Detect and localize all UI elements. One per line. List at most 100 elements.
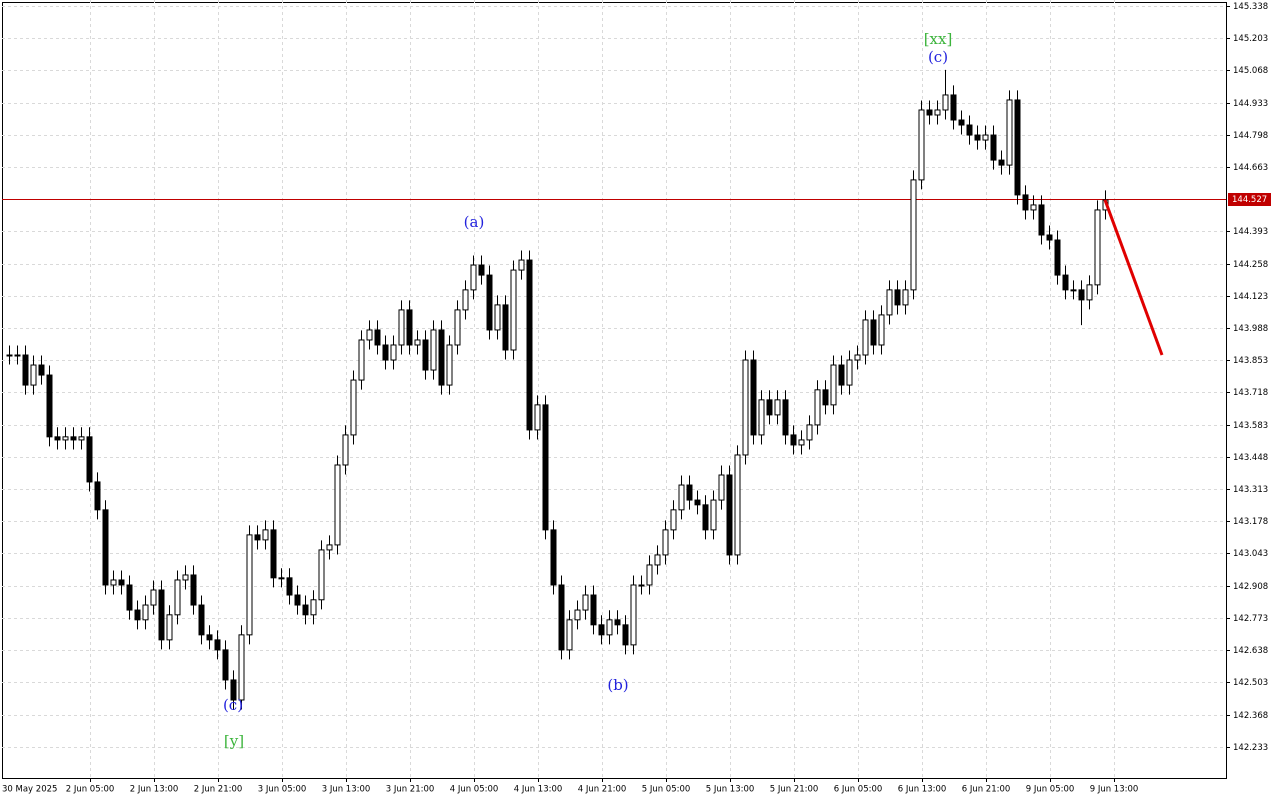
x-tick-label: 5 Jun 05:00 <box>642 785 691 795</box>
candle-body <box>774 399 781 416</box>
x-tick-label: 6 Jun 13:00 <box>898 785 947 795</box>
candle-body <box>1030 204 1037 211</box>
candle-body <box>646 564 653 586</box>
candle-body <box>862 319 869 356</box>
candle-body <box>934 109 941 116</box>
candle-body <box>238 634 245 701</box>
candle-body <box>974 134 981 141</box>
candle-body <box>502 304 509 351</box>
candle-body <box>190 574 197 606</box>
candle-body <box>174 579 181 616</box>
candle-body <box>182 574 189 581</box>
x-tick-label: 9 Jun 05:00 <box>1026 785 1075 795</box>
candle-body <box>166 614 173 641</box>
candle-body <box>158 589 165 641</box>
candle-body <box>630 584 637 646</box>
candle-body <box>566 619 573 651</box>
x-tick-label: 9 Jun 13:00 <box>1090 785 1139 795</box>
candle-body <box>1054 239 1061 276</box>
candle-body <box>294 594 301 606</box>
x-tick-label: 4 Jun 05:00 <box>450 785 499 795</box>
y-tick-label: 143.988 <box>1233 324 1268 334</box>
y-tick-label: 142.908 <box>1233 582 1268 592</box>
candle-body <box>806 424 813 441</box>
candle-body <box>198 604 205 636</box>
candle-body <box>206 634 213 641</box>
candle-body <box>446 344 453 386</box>
candle-body <box>422 339 429 371</box>
y-tick-label: 144.798 <box>1233 131 1268 141</box>
y-tick-label: 142.368 <box>1233 711 1268 721</box>
candle-body <box>494 304 501 331</box>
x-tick-label: 3 Jun 05:00 <box>258 785 307 795</box>
x-tick-label: 5 Jun 21:00 <box>770 785 819 795</box>
candle-body <box>950 94 957 121</box>
candle-body <box>558 584 565 651</box>
y-tick-label: 143.853 <box>1233 356 1268 366</box>
candle-body <box>470 264 477 291</box>
candle-body <box>310 599 317 616</box>
y-tick-label: 145.068 <box>1233 66 1268 76</box>
candle-body <box>966 124 973 136</box>
y-tick-label: 144.123 <box>1233 292 1268 302</box>
candle-body <box>830 364 837 406</box>
candle-body <box>270 529 277 579</box>
candle-body <box>462 289 469 311</box>
y-tick-label: 143.043 <box>1233 549 1268 559</box>
candle-body <box>78 436 85 441</box>
candle-body <box>430 329 437 371</box>
candle-body <box>1022 194 1029 211</box>
y-tick-label: 145.338 <box>1233 2 1268 12</box>
candle-body <box>350 379 357 436</box>
x-tick-label: 6 Jun 05:00 <box>834 785 883 795</box>
candle-body <box>142 604 149 621</box>
candle-body <box>622 624 629 646</box>
candle-body <box>926 109 933 116</box>
candle-body <box>454 309 461 346</box>
candle-body <box>902 289 909 306</box>
y-tick-label: 142.233 <box>1233 743 1268 753</box>
candle-body <box>94 481 101 511</box>
wave-label: [y] <box>224 732 244 750</box>
candle-body <box>14 354 21 357</box>
candle-body <box>390 344 397 361</box>
candle-body <box>638 584 645 587</box>
candle-body <box>750 359 757 436</box>
x-tick-label: 5 Jun 13:00 <box>706 785 755 795</box>
wave-label: (c) <box>928 48 948 66</box>
candle-body <box>894 289 901 306</box>
candle-body <box>398 309 405 346</box>
candle-body <box>70 436 77 441</box>
candle-body <box>838 364 845 386</box>
candle-body <box>742 359 749 456</box>
candle-body <box>38 364 45 376</box>
candle-body <box>150 589 157 606</box>
candle-body <box>1094 209 1101 286</box>
candle-body <box>726 474 733 556</box>
candle-body <box>574 609 581 621</box>
candle-body <box>22 354 29 386</box>
x-tick-label: 2 Jun 13:00 <box>130 785 179 795</box>
candle-body <box>102 509 109 586</box>
y-tick-label: 144.258 <box>1233 260 1268 270</box>
y-tick-label: 142.773 <box>1233 614 1268 624</box>
candle-body <box>478 264 485 276</box>
y-tick-label: 144.933 <box>1233 99 1268 109</box>
grid <box>2 0 1226 778</box>
y-tick-label: 142.638 <box>1233 646 1268 656</box>
candle-body <box>262 529 269 541</box>
candle-body <box>878 314 885 346</box>
candle-body <box>62 436 69 441</box>
candle-body <box>846 359 853 386</box>
candle-body <box>334 464 341 546</box>
candle-body <box>222 649 229 681</box>
candle-body <box>1070 289 1077 292</box>
y-tick-label: 143.313 <box>1233 485 1268 495</box>
candle-body <box>1046 234 1053 241</box>
x-tick-label: 6 Jun 21:00 <box>962 785 1011 795</box>
x-tick-label: 30 May 2025 <box>2 785 57 795</box>
y-tick-label: 143.718 <box>1233 388 1268 398</box>
candle-body <box>678 484 685 511</box>
plot-frame <box>2 2 1227 779</box>
